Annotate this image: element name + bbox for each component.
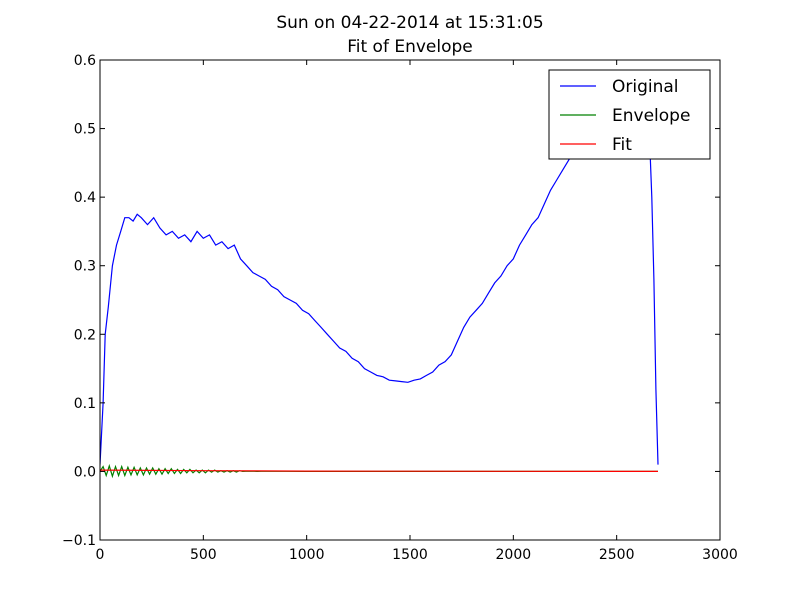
x-tick-label: 2500 — [599, 547, 635, 563]
y-tick-label: 0.3 — [74, 259, 96, 275]
legend-label: Envelope — [612, 106, 690, 126]
series-layer — [100, 127, 659, 479]
y-tick-label: 0.5 — [74, 122, 96, 138]
y-tick-label: −0.1 — [62, 533, 96, 549]
y-tick-label: 0.1 — [74, 396, 96, 412]
series-line-fit — [100, 469, 658, 472]
legend-label: Original — [612, 77, 679, 97]
chart-title: Sun on 04-22-2014 at 15:31:05 — [276, 13, 543, 33]
x-tick-label: 1500 — [392, 547, 428, 563]
y-tick-label: 0.2 — [74, 327, 96, 343]
y-tick-label: 0.4 — [74, 190, 96, 206]
legend-label: Fit — [612, 135, 632, 155]
series-line-original — [100, 127, 659, 465]
ticks-layer: 0 500 1000 1500 2000 2500 3000 −0.1 0.0 0.1 0.2 0.3… — [62, 53, 738, 563]
x-tick-label: 0 — [96, 547, 105, 563]
y-tick-label: 0.6 — [74, 53, 96, 69]
x-tick-label: 1000 — [289, 547, 325, 563]
x-tick-label: 3000 — [702, 547, 738, 563]
x-tick-label: 500 — [190, 547, 217, 563]
chart-subtitle: Fit of Envelope — [347, 37, 473, 57]
legend: Original Envelope Fit — [548, 69, 711, 160]
y-tick-label: 0.0 — [74, 464, 96, 480]
x-tick-label: 2000 — [496, 547, 532, 563]
